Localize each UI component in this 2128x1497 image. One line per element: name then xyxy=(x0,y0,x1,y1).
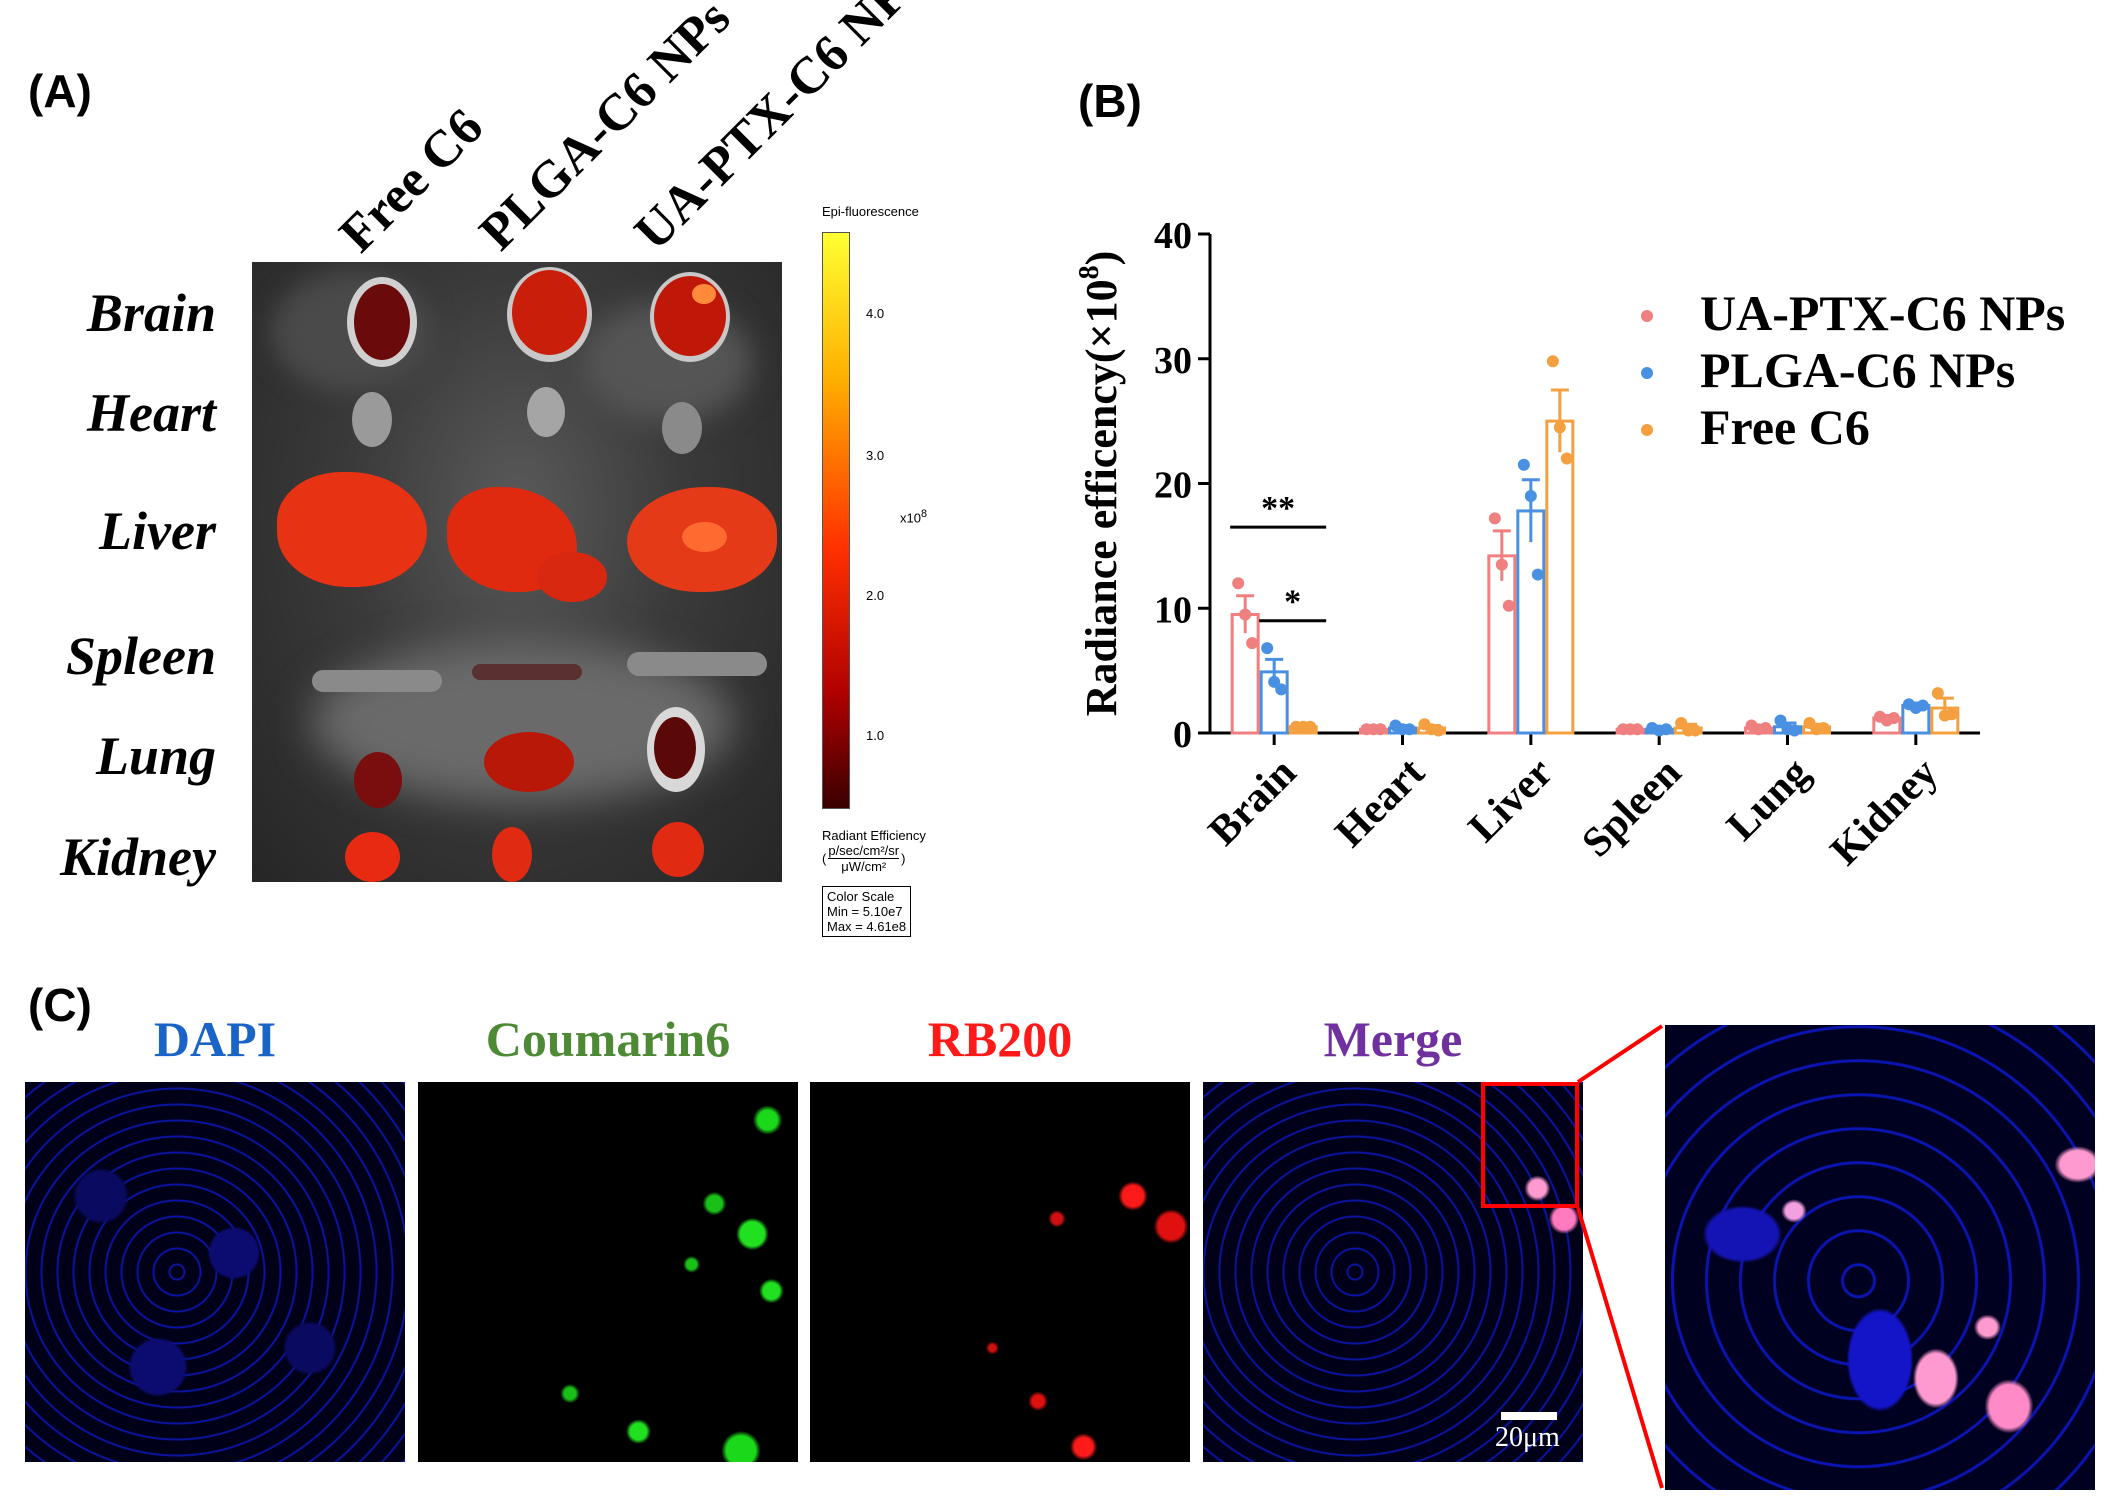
data-point xyxy=(1246,637,1259,650)
organ-label-kidney: Kidney xyxy=(60,827,216,887)
colorbar-title: Epi-fluorescence xyxy=(822,204,919,219)
data-point xyxy=(1232,577,1245,590)
significance-label: * xyxy=(1284,584,1301,621)
channel-label-rb200: RB200 xyxy=(927,1011,1073,1067)
data-point xyxy=(1531,568,1544,581)
data-point xyxy=(1945,708,1958,721)
zoom-region-box xyxy=(1481,1082,1579,1208)
channel-label-merge: Merge xyxy=(1323,1011,1463,1067)
x-tick-label-kidney: Kidney xyxy=(1822,750,1947,875)
merge-image: 20μm xyxy=(1203,1082,1583,1462)
x-tick-label-brain: Brain xyxy=(1200,750,1305,855)
y-tick-label: 30 xyxy=(1154,340,1192,382)
organ-label-liver: Liver xyxy=(99,501,216,561)
group-label-free-c6: Free C6 xyxy=(328,98,495,264)
data-point xyxy=(1432,724,1445,737)
data-point xyxy=(1788,724,1801,737)
bar-0-2 xyxy=(1487,554,1517,735)
data-point xyxy=(1239,608,1252,621)
data-point xyxy=(1631,723,1644,736)
zoom-connector-lines xyxy=(1576,1024,1664,1489)
channel-label-coumarin6: Coumarin6 xyxy=(485,1011,731,1067)
panel-c-label: (C) xyxy=(28,979,92,1031)
channel-label-dapi: DAPI xyxy=(153,1011,277,1067)
data-point xyxy=(1502,599,1515,612)
data-point xyxy=(1524,489,1537,502)
x-tick-label-liver: Liver xyxy=(1460,750,1562,852)
colorbar-gradient xyxy=(822,232,850,809)
data-point xyxy=(1403,723,1416,736)
legend-marker xyxy=(1641,310,1653,322)
x-tick-label-lung: Lung xyxy=(1718,750,1818,850)
colorbar-tick-4: 4.0 xyxy=(866,306,885,321)
rb200-image xyxy=(810,1082,1190,1462)
data-point xyxy=(1517,458,1530,471)
data-point xyxy=(1759,722,1772,735)
data-point xyxy=(1774,714,1787,727)
ivis-fluorescence-image xyxy=(252,262,782,882)
legend-label: Free C6 xyxy=(1700,399,1870,455)
organ-label-lung: Lung xyxy=(95,726,216,786)
data-point xyxy=(1275,683,1288,696)
panel-b-label: (B) xyxy=(1078,75,1142,127)
organ-label-spleen: Spleen xyxy=(65,626,216,686)
y-tick-label: 40 xyxy=(1154,215,1192,257)
data-point xyxy=(1931,687,1944,700)
legend-label: UA-PTX-C6 NPs xyxy=(1700,285,2065,341)
data-point xyxy=(1553,421,1566,434)
data-point xyxy=(1268,675,1281,688)
data-point xyxy=(1689,724,1702,737)
scale-bar-label: 20μm xyxy=(1495,1422,1560,1453)
data-point xyxy=(1488,512,1501,525)
organ-label-heart: Heart xyxy=(87,383,216,443)
coumarin6-image xyxy=(418,1082,798,1462)
panel-a-label: (A) xyxy=(28,65,92,117)
bar-chart: 0 10 20 30 40 Radiance efficency(×108) Brain He… xyxy=(1074,215,2065,875)
colorbar-units: Radiant Efficiency ( p/sec/cm²/sr μW/cm²… xyxy=(822,828,926,874)
legend-marker xyxy=(1641,367,1653,379)
colorbar-multiplier: x108 xyxy=(900,508,927,526)
data-point xyxy=(1495,558,1508,571)
data-point xyxy=(1374,723,1387,736)
zoomed-merge-image xyxy=(1665,1025,2095,1490)
bar-2-2 xyxy=(1545,419,1575,735)
y-axis-label: Radiance efficency(×108) xyxy=(1074,251,1126,717)
bar-1-2 xyxy=(1516,509,1546,735)
dapi-image xyxy=(25,1082,405,1462)
y-tick-label: 0 xyxy=(1173,714,1192,756)
x-tick-label-heart: Heart xyxy=(1327,750,1434,857)
data-point xyxy=(1560,452,1573,465)
data-point xyxy=(1660,723,1673,736)
data-point xyxy=(1546,355,1559,368)
colorbar-tick-1: 1.0 xyxy=(866,728,885,743)
colorbar-tick-3: 3.0 xyxy=(866,448,885,463)
data-point xyxy=(1261,642,1274,655)
color-scale-box: Color Scale Min = 5.10e7 Max = 4.61e8 xyxy=(822,886,912,937)
data-point xyxy=(1817,722,1830,735)
scale-bar xyxy=(1501,1412,1557,1420)
data-point xyxy=(1304,720,1317,733)
y-tick-label: 20 xyxy=(1154,465,1192,507)
data-point xyxy=(1916,699,1929,712)
data-point xyxy=(1675,717,1688,730)
legend-label: PLGA-C6 NPs xyxy=(1700,342,2015,398)
y-tick-label: 10 xyxy=(1154,589,1192,631)
x-tick-label-spleen: Spleen xyxy=(1574,750,1691,867)
significance-label: ** xyxy=(1261,490,1295,527)
colorbar-tick-2: 2.0 xyxy=(866,588,885,603)
organ-label-brain: Brain xyxy=(86,283,216,343)
data-point xyxy=(1887,712,1900,725)
legend-marker xyxy=(1641,424,1653,436)
